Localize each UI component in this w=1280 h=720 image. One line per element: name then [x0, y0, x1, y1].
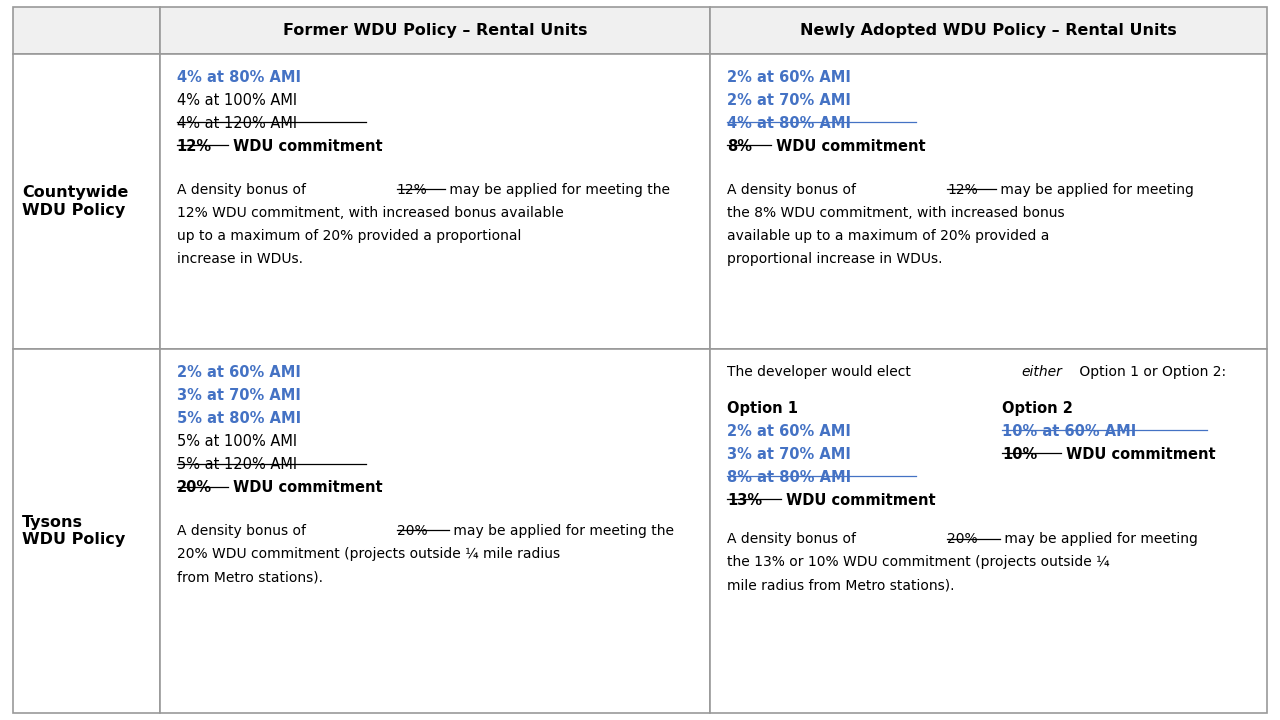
Bar — [710, 349, 1267, 713]
Text: WDU commitment: WDU commitment — [228, 480, 383, 495]
Text: 2% at 60% AMI: 2% at 60% AMI — [727, 424, 851, 438]
Text: may be applied for meeting: may be applied for meeting — [996, 183, 1194, 197]
Text: 20% WDU commitment (projects outside ¼ mile radius: 20% WDU commitment (projects outside ¼ m… — [177, 547, 559, 561]
Text: Tysons
WDU Policy: Tysons WDU Policy — [22, 515, 125, 547]
Text: WDU commitment: WDU commitment — [781, 493, 936, 508]
Text: WDU commitment: WDU commitment — [771, 139, 925, 154]
Text: 12%: 12% — [397, 183, 428, 197]
Text: the 8% WDU commitment, with increased bonus: the 8% WDU commitment, with increased bo… — [727, 206, 1065, 220]
Text: 4% at 100% AMI: 4% at 100% AMI — [177, 93, 297, 108]
Text: proportional increase in WDUs.: proportional increase in WDUs. — [727, 252, 942, 266]
Text: 4% at 80% AMI: 4% at 80% AMI — [177, 70, 301, 85]
Text: 5% at 100% AMI: 5% at 100% AMI — [177, 434, 297, 449]
Text: Countywide
WDU Policy: Countywide WDU Policy — [22, 185, 128, 217]
Bar — [13, 349, 160, 713]
Text: 3% at 70% AMI: 3% at 70% AMI — [727, 447, 851, 462]
Bar — [13, 7, 160, 54]
Text: may be applied for meeting the: may be applied for meeting the — [449, 524, 675, 538]
Text: mile radius from Metro stations).: mile radius from Metro stations). — [727, 578, 955, 592]
Text: 10% at 60% AMI: 10% at 60% AMI — [1002, 424, 1137, 438]
Text: 4% at 80% AMI: 4% at 80% AMI — [727, 116, 851, 131]
Text: may be applied for meeting the: may be applied for meeting the — [445, 183, 671, 197]
Text: Former WDU Policy – Rental Units: Former WDU Policy – Rental Units — [283, 23, 588, 38]
Text: 8%: 8% — [727, 139, 753, 154]
Text: The developer would elect: The developer would elect — [727, 365, 915, 379]
Text: 2% at 60% AMI: 2% at 60% AMI — [177, 365, 301, 380]
Text: available up to a maximum of 20% provided a: available up to a maximum of 20% provide… — [727, 229, 1050, 243]
Text: 5% at 120% AMI: 5% at 120% AMI — [177, 457, 297, 472]
Text: from Metro stations).: from Metro stations). — [177, 570, 323, 584]
Text: A density bonus of: A density bonus of — [177, 183, 310, 197]
Bar — [710, 7, 1267, 54]
Text: Option 1 or Option 2:: Option 1 or Option 2: — [1075, 365, 1226, 379]
Text: 3% at 70% AMI: 3% at 70% AMI — [177, 388, 301, 403]
Text: 10%: 10% — [1002, 447, 1038, 462]
Text: 12%: 12% — [177, 139, 211, 154]
Text: 20%: 20% — [177, 480, 211, 495]
Text: 13%: 13% — [727, 493, 762, 508]
Text: 8% at 80% AMI: 8% at 80% AMI — [727, 470, 851, 485]
Text: increase in WDUs.: increase in WDUs. — [177, 252, 302, 266]
Text: WDU commitment: WDU commitment — [1061, 447, 1216, 462]
Bar — [160, 7, 710, 54]
Text: 4% at 120% AMI: 4% at 120% AMI — [177, 116, 297, 131]
Text: 5% at 80% AMI: 5% at 80% AMI — [177, 411, 301, 426]
Bar — [710, 54, 1267, 349]
Text: 2% at 70% AMI: 2% at 70% AMI — [727, 93, 851, 108]
Text: Option 1: Option 1 — [727, 401, 797, 415]
Text: A density bonus of: A density bonus of — [727, 183, 860, 197]
Text: Newly Adopted WDU Policy – Rental Units: Newly Adopted WDU Policy – Rental Units — [800, 23, 1178, 38]
Bar — [160, 54, 710, 349]
Text: the 13% or 10% WDU commitment (projects outside ¼: the 13% or 10% WDU commitment (projects … — [727, 555, 1110, 569]
Text: 2% at 60% AMI: 2% at 60% AMI — [727, 70, 851, 85]
Text: A density bonus of: A density bonus of — [177, 524, 310, 538]
Text: 20%: 20% — [397, 524, 428, 538]
Text: 12%: 12% — [947, 183, 978, 197]
Text: Option 2: Option 2 — [1002, 401, 1073, 415]
Text: either: either — [1021, 365, 1062, 379]
Text: WDU commitment: WDU commitment — [228, 139, 383, 154]
Bar — [13, 54, 160, 349]
Text: 20%: 20% — [947, 532, 978, 546]
Text: may be applied for meeting: may be applied for meeting — [1000, 532, 1198, 546]
Text: 12% WDU commitment, with increased bonus available: 12% WDU commitment, with increased bonus… — [177, 206, 563, 220]
Text: up to a maximum of 20% provided a proportional: up to a maximum of 20% provided a propor… — [177, 229, 521, 243]
Text: A density bonus of: A density bonus of — [727, 532, 860, 546]
Bar — [160, 349, 710, 713]
